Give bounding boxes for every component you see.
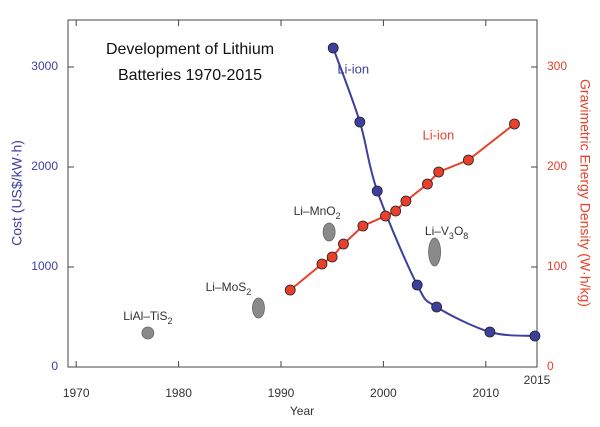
data-point: [431, 301, 443, 313]
y2-tick-label: 300: [547, 59, 567, 73]
chemistry-label: Li–MoS2: [206, 280, 252, 297]
data-point: [484, 326, 496, 338]
chart-title: Development of Lithium: [106, 41, 274, 58]
chemistry-marker: [141, 326, 155, 340]
data-point: [400, 195, 412, 207]
x-tick-label: 1980: [165, 386, 192, 400]
plot-frame: [67, 19, 538, 368]
data-point: [371, 185, 383, 197]
chemistry-marker: [252, 297, 265, 319]
x-tick-label: 1990: [268, 386, 295, 400]
chemistry-label: Li–MnO2: [294, 204, 341, 221]
x-axis-label: Year: [290, 404, 314, 418]
chemistry-label-part: 2: [336, 211, 341, 221]
series-line: [332, 47, 536, 337]
x-tick-label: 2015: [524, 373, 551, 387]
data-point: [462, 154, 474, 166]
data-point: [338, 238, 349, 250]
y2-axis-label: Gravimetric Energy Density (W·h/kg): [577, 79, 593, 307]
y-axis-label: Cost (US$/kW·h): [9, 140, 25, 246]
chart-title: Batteries 1970-2015: [118, 67, 262, 84]
y2-tick-label: 100: [547, 259, 567, 273]
data-point: [422, 178, 433, 190]
data-point: [327, 42, 339, 54]
chemistry-marker: [428, 237, 441, 267]
chemistry-label-part: Li–MnO: [294, 204, 336, 218]
data-point: [529, 330, 541, 342]
y-tick-label: 2000: [31, 159, 58, 173]
y-tick-label: 0: [51, 359, 58, 373]
y-tick-label: 3000: [31, 59, 58, 73]
data-point: [390, 205, 402, 217]
data-point: [316, 258, 328, 270]
chemistry-label: LiAl–TiS2: [123, 309, 172, 326]
y2-tick-label: 0: [547, 359, 554, 373]
series-annotation: Li-ion: [337, 61, 369, 76]
chemistry-label-part: Li–MoS: [206, 280, 247, 294]
chemistry-label-part: LiAl–TiS: [123, 309, 167, 323]
y2-tick-label: 200: [547, 159, 567, 173]
chemistry-label-part: 3: [449, 231, 454, 241]
x-tick-label: 1970: [63, 386, 90, 400]
data-point: [354, 116, 366, 128]
data-point: [380, 210, 391, 222]
chemistry-label-part: Li–V: [425, 224, 449, 238]
chemistry-label-part: 2: [167, 316, 172, 326]
data-point: [433, 166, 445, 178]
y-tick-label: 1000: [31, 259, 58, 273]
data-point: [411, 279, 423, 291]
chemistry-label-part: O: [454, 224, 463, 238]
chemistry-marker: [322, 222, 336, 242]
data-point: [509, 118, 520, 130]
data-point: [284, 284, 296, 296]
data-point: [326, 251, 338, 263]
x-tick-label: 2010: [472, 386, 499, 400]
series-annotation: Li-ion: [422, 127, 454, 142]
x-tick-label: 2000: [370, 386, 397, 400]
chemistry-label: Li–V3O8: [425, 224, 468, 241]
chemistry-label-part: 2: [246, 287, 251, 297]
data-point: [357, 220, 369, 232]
chemistry-label-part: 8: [463, 231, 468, 241]
